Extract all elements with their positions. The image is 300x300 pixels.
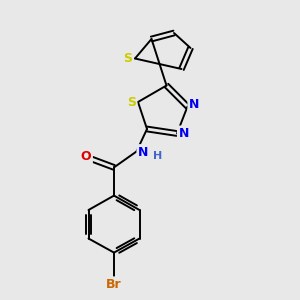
Text: N: N (189, 98, 199, 112)
Text: Br: Br (106, 278, 122, 291)
Text: N: N (138, 146, 148, 159)
Text: H: H (154, 151, 163, 161)
Text: O: O (81, 150, 92, 163)
Text: N: N (178, 127, 189, 140)
Text: S: S (127, 95, 136, 109)
Text: S: S (123, 52, 132, 65)
